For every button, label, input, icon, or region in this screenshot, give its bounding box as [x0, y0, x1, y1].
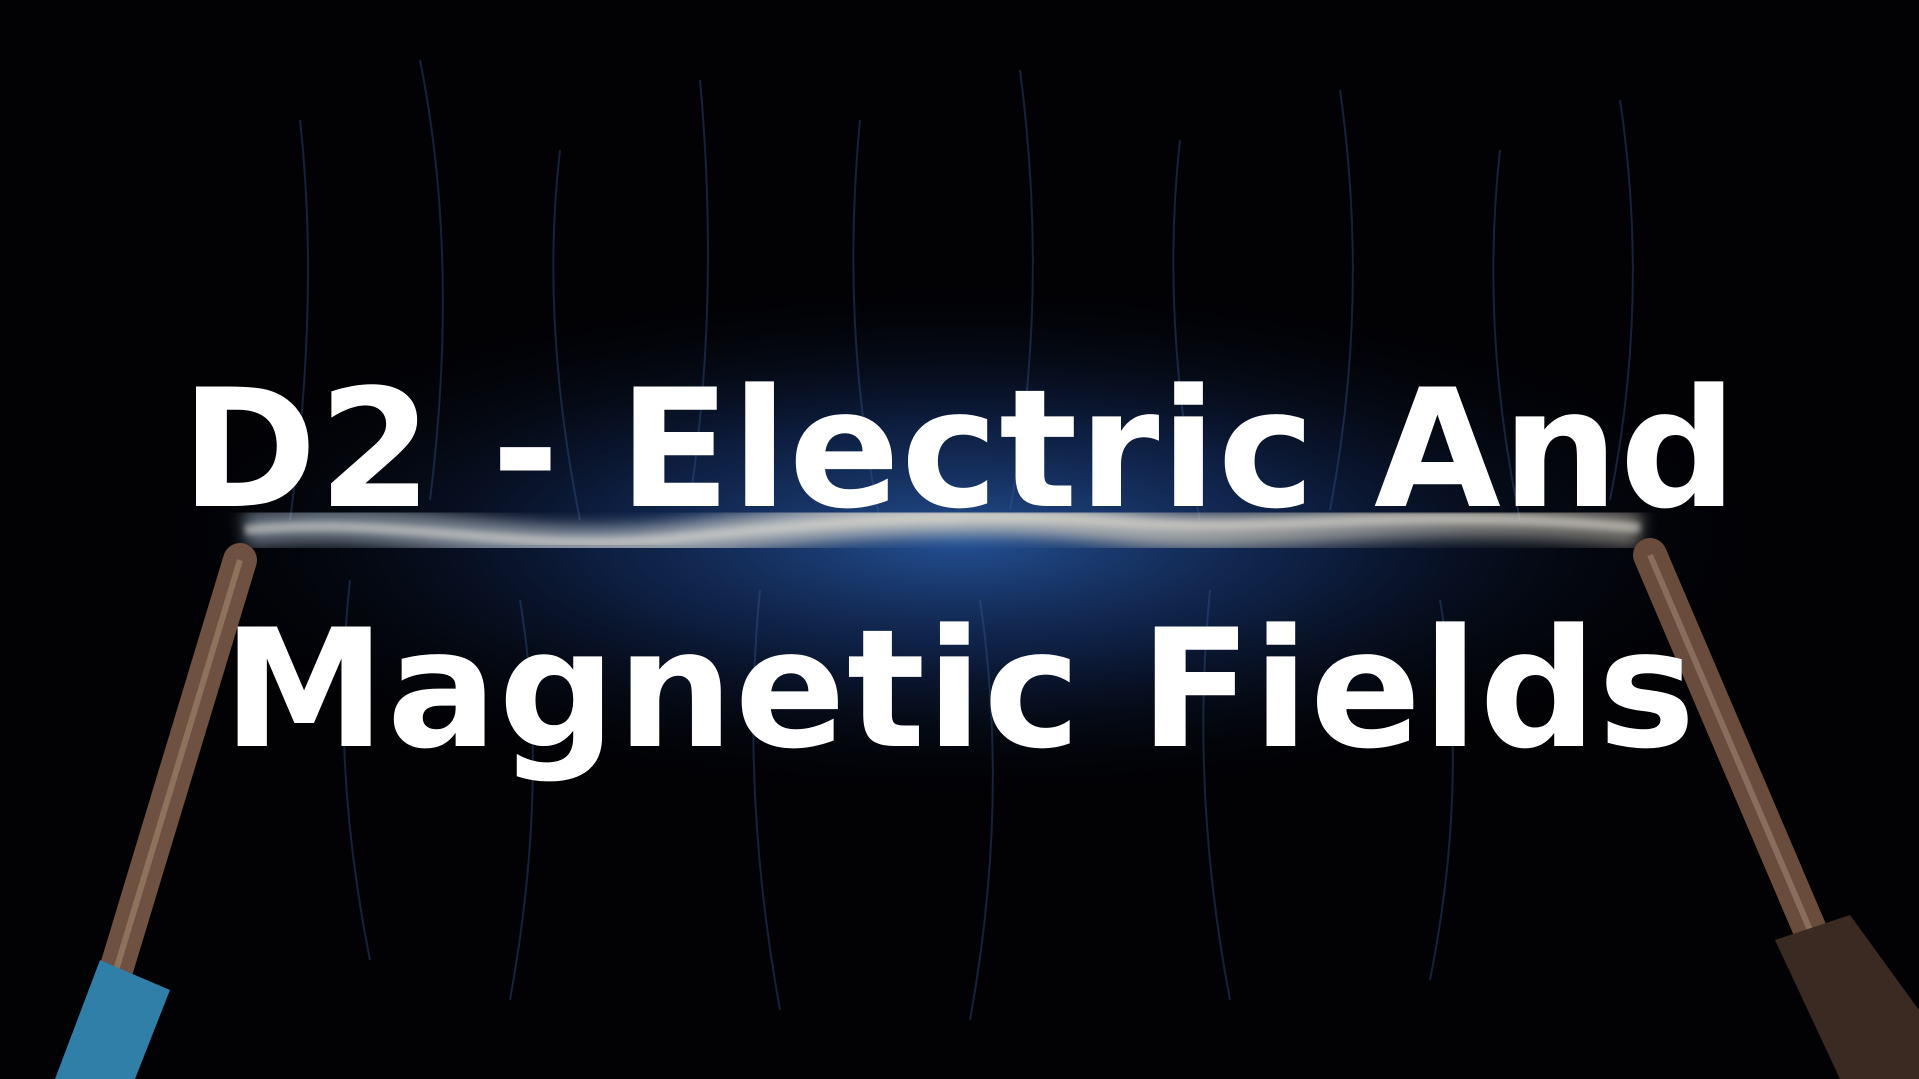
slide-title-line-2: Magnetic Fields	[222, 594, 1697, 785]
right-wire	[1633, 538, 1919, 1079]
slide-title: D2 - Electric And Magnetic Fields	[0, 330, 1919, 810]
left-wire	[55, 543, 257, 1079]
slide-title-line-1: D2 - Electric And	[180, 354, 1739, 545]
spark-streaks	[289, 59, 1634, 1021]
